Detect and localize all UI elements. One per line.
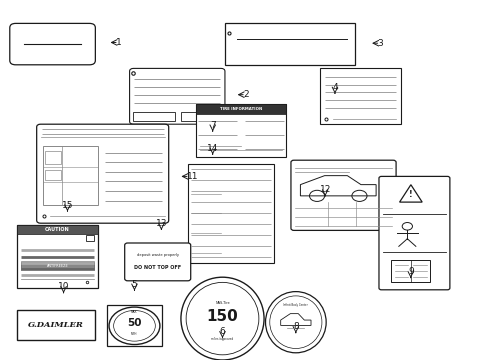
Text: 3: 3: [377, 39, 383, 48]
Bar: [195, 104, 285, 157]
Bar: [21, 262, 94, 270]
Text: MAX: MAX: [131, 310, 138, 314]
Text: ANTIFREEZE: ANTIFREEZE: [46, 264, 68, 268]
Text: 1: 1: [116, 38, 122, 47]
Text: 8: 8: [292, 322, 298, 331]
Text: 5: 5: [131, 280, 137, 289]
FancyBboxPatch shape: [129, 68, 224, 124]
Text: 7: 7: [209, 121, 215, 130]
Text: TIRE INFORMATION: TIRE INFORMATION: [219, 107, 262, 111]
Text: 4: 4: [331, 83, 337, 92]
Text: MPH: MPH: [131, 332, 138, 336]
Text: DO NOT TOP OFF: DO NOT TOP OFF: [134, 265, 181, 270]
Text: miles /approved: miles /approved: [211, 337, 233, 341]
Bar: [17, 225, 98, 288]
Text: !: !: [408, 190, 412, 199]
Text: 50: 50: [127, 318, 142, 328]
Bar: [188, 164, 273, 263]
FancyBboxPatch shape: [124, 243, 190, 281]
Bar: [390, 260, 429, 282]
Text: G.DAIMLER: G.DAIMLER: [28, 321, 84, 329]
FancyBboxPatch shape: [37, 124, 168, 223]
Text: 10: 10: [58, 282, 69, 291]
Bar: [195, 104, 285, 114]
Text: 150: 150: [206, 309, 238, 324]
Bar: [17, 310, 95, 340]
Text: 2: 2: [243, 90, 248, 99]
FancyBboxPatch shape: [378, 176, 449, 290]
Bar: [45, 151, 61, 164]
Bar: [320, 68, 400, 124]
Bar: [181, 112, 223, 121]
Bar: [224, 23, 354, 65]
Text: 12: 12: [319, 185, 330, 194]
FancyBboxPatch shape: [290, 160, 395, 230]
Bar: [106, 305, 162, 346]
Text: CAUTION: CAUTION: [45, 227, 70, 232]
Text: 9: 9: [407, 267, 413, 276]
Text: 13: 13: [155, 219, 167, 228]
Bar: [17, 225, 98, 234]
Bar: [45, 170, 61, 180]
Text: NAS-Tire: NAS-Tire: [215, 301, 229, 305]
Bar: [85, 235, 94, 241]
Text: 14: 14: [206, 144, 218, 153]
Text: 11: 11: [186, 172, 198, 181]
Bar: [133, 112, 175, 121]
FancyBboxPatch shape: [10, 23, 95, 65]
Text: deposit waste properly: deposit waste properly: [137, 253, 178, 257]
Text: Infinit Body Center: Infinit Body Center: [283, 303, 307, 307]
Text: 6: 6: [219, 327, 225, 336]
Bar: [42, 146, 98, 205]
Text: 15: 15: [61, 201, 73, 210]
